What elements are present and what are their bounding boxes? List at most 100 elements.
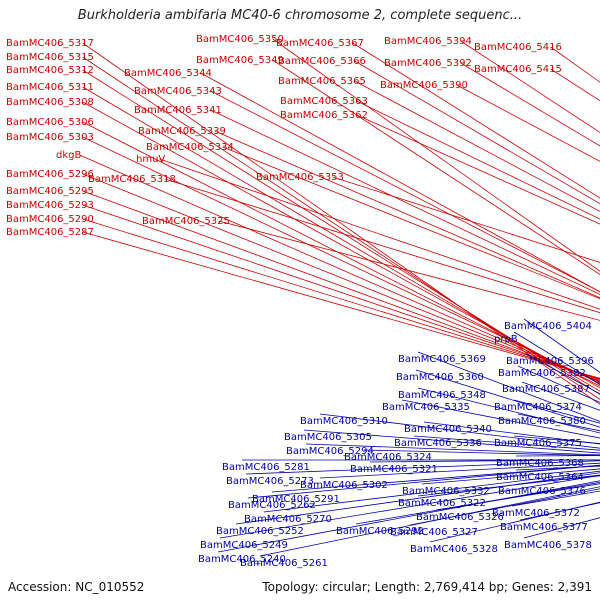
reverse-leader-line	[417, 351, 600, 422]
reverse-leader-line	[435, 483, 600, 511]
leader-layer	[79, 38, 600, 557]
forward-gene-label: BamMC406_5363	[280, 96, 368, 107]
reverse-gene-label: BamMC406_5305	[284, 432, 372, 443]
forward-gene-label: BamMC406_5317	[6, 38, 94, 49]
forward-gene-label: BamMC406_5353	[256, 172, 344, 183]
reverse-leader-line	[423, 421, 600, 445]
reverse-leader-line	[517, 413, 600, 432]
forward-leader-line	[82, 69, 600, 396]
reverse-leader-line	[521, 381, 600, 411]
reverse-gene-label: BamMC406_5332	[402, 486, 490, 497]
reverse-leader-line	[417, 387, 600, 434]
forward-leader-line	[82, 204, 600, 381]
reverse-gene-label: BamMC406_5240	[198, 554, 286, 565]
forward-gene-label: BamMC406_5296	[6, 169, 94, 180]
reverse-gene-label: BamMC406_5321	[350, 464, 438, 475]
reverse-leader-line	[303, 429, 600, 454]
forward-gene-label: dkgB	[56, 150, 81, 161]
reverse-leader-line	[247, 464, 600, 499]
reverse-gene-label: BamMC406_5327	[390, 527, 478, 538]
reverse-gene-label: BamMC406_5261	[240, 558, 328, 569]
reverse-gene-label: BamMC406_5310	[300, 416, 388, 427]
forward-gene-label: BamMC406_5415	[474, 64, 562, 75]
forward-leader-line	[332, 176, 600, 263]
reverse-gene-label: BamMC406_5336	[394, 438, 482, 449]
forward-leader-line	[210, 90, 600, 293]
reverse-gene-label: BamMC406_5281	[222, 462, 310, 473]
reverse-leader-line	[413, 435, 600, 451]
reverse-leader-line	[319, 462, 600, 479]
reverse-gene-label: BamMC406_5294	[286, 446, 374, 457]
reverse-gene-label: BamMC406_5252	[216, 526, 304, 537]
reverse-gene-label: BamMC406_5387	[502, 384, 590, 395]
forward-gene-label: BamMC406_5325	[142, 216, 230, 227]
reverse-gene-label: BamMC406_5324	[344, 452, 432, 463]
reverse-gene-label: BamMC406_5270	[244, 514, 332, 525]
forward-leader-line	[222, 146, 600, 300]
forward-gene-label: BamMC406_5306	[6, 117, 94, 128]
reverse-leader-line	[409, 488, 600, 526]
forward-leader-line	[82, 86, 600, 392]
forward-gene-label: BamMC406_5392	[384, 58, 472, 69]
forward-leader-line	[352, 42, 600, 199]
forward-leader-line	[356, 100, 600, 220]
reverse-leader-line	[271, 465, 600, 493]
forward-gene-label: hmuV	[136, 154, 165, 165]
forward-leader-line	[356, 114, 600, 225]
reverse-gene-label: BamMC406_5340	[404, 424, 492, 435]
forward-leader-line	[210, 109, 600, 295]
reverse-leader-line	[523, 318, 600, 374]
forward-gene-label: BamMC406_5311	[6, 82, 94, 93]
forward-leader-line	[200, 72, 600, 293]
reverse-leader-line	[513, 399, 600, 424]
reverse-leader-line	[217, 480, 600, 553]
forward-leader-line	[82, 190, 600, 382]
reverse-gene-label: prpB	[494, 334, 518, 345]
reverse-leader-line	[355, 481, 600, 525]
forward-leader-line	[82, 136, 600, 384]
forward-gene-label: BamMC406_5365	[278, 76, 366, 87]
reverse-gene-label: BamMC406_5302	[300, 480, 388, 491]
reverse-leader-line	[519, 502, 600, 521]
forward-gene-label: BamMC406_5390	[380, 80, 468, 91]
reverse-leader-line	[219, 474, 600, 539]
reverse-gene-label: BamMC406_5378	[504, 540, 592, 551]
reverse-leader-line	[511, 490, 600, 507]
forward-leader-line	[82, 218, 600, 380]
reverse-gene-label: BamMC406_5374	[494, 402, 582, 413]
forward-gene-label: BamMC406_5295	[6, 186, 94, 197]
map-title: Burkholderia ambifaria MC40-6 chromosome…	[77, 8, 523, 23]
forward-leader-line	[460, 62, 600, 147]
forward-gene-label: BamMC406_5290	[6, 214, 94, 225]
reverse-gene-label: BamMC406_5368	[496, 458, 584, 469]
forward-leader-line	[82, 121, 600, 387]
reverse-leader-line	[363, 449, 600, 457]
forward-gene-label: BamMC406_5318	[88, 174, 176, 185]
forward-leader-line	[82, 56, 600, 400]
forward-gene-label: BamMC406_5343	[134, 86, 222, 97]
reverse-leader-line	[319, 413, 600, 449]
reverse-gene-label: BamMC406_5372	[492, 508, 580, 519]
reverse-leader-line	[421, 468, 600, 485]
reverse-leader-line	[415, 369, 600, 428]
reverse-gene-label: BamMC406_5292	[336, 526, 424, 537]
reverse-gene-label: BamMC406_5249	[200, 540, 288, 551]
forward-leader-line	[79, 154, 600, 384]
forward-gene-label: BamMC406_5394	[384, 36, 472, 47]
reverse-gene-label: BamMC406_5348	[398, 390, 486, 401]
forward-leader-line	[550, 68, 600, 102]
forward-leader-line	[82, 42, 600, 405]
forward-leader-line	[214, 130, 600, 299]
reverse-leader-line	[263, 470, 600, 513]
forward-gene-label: BamMC406_5339	[138, 126, 226, 137]
forward-leader-line	[550, 46, 600, 83]
reverse-leader-line	[259, 486, 600, 557]
reverse-gene-label: BamMC406_5376	[498, 486, 586, 497]
forward-leader-line	[272, 59, 600, 275]
forward-leader-line	[82, 173, 600, 383]
forward-gene-label: BamMC406_5416	[474, 42, 562, 53]
reverse-gene-label: BamMC406_5360	[396, 372, 484, 383]
forward-leader-line	[456, 84, 600, 162]
forward-gene-label: BamMC406_5350	[196, 34, 284, 45]
